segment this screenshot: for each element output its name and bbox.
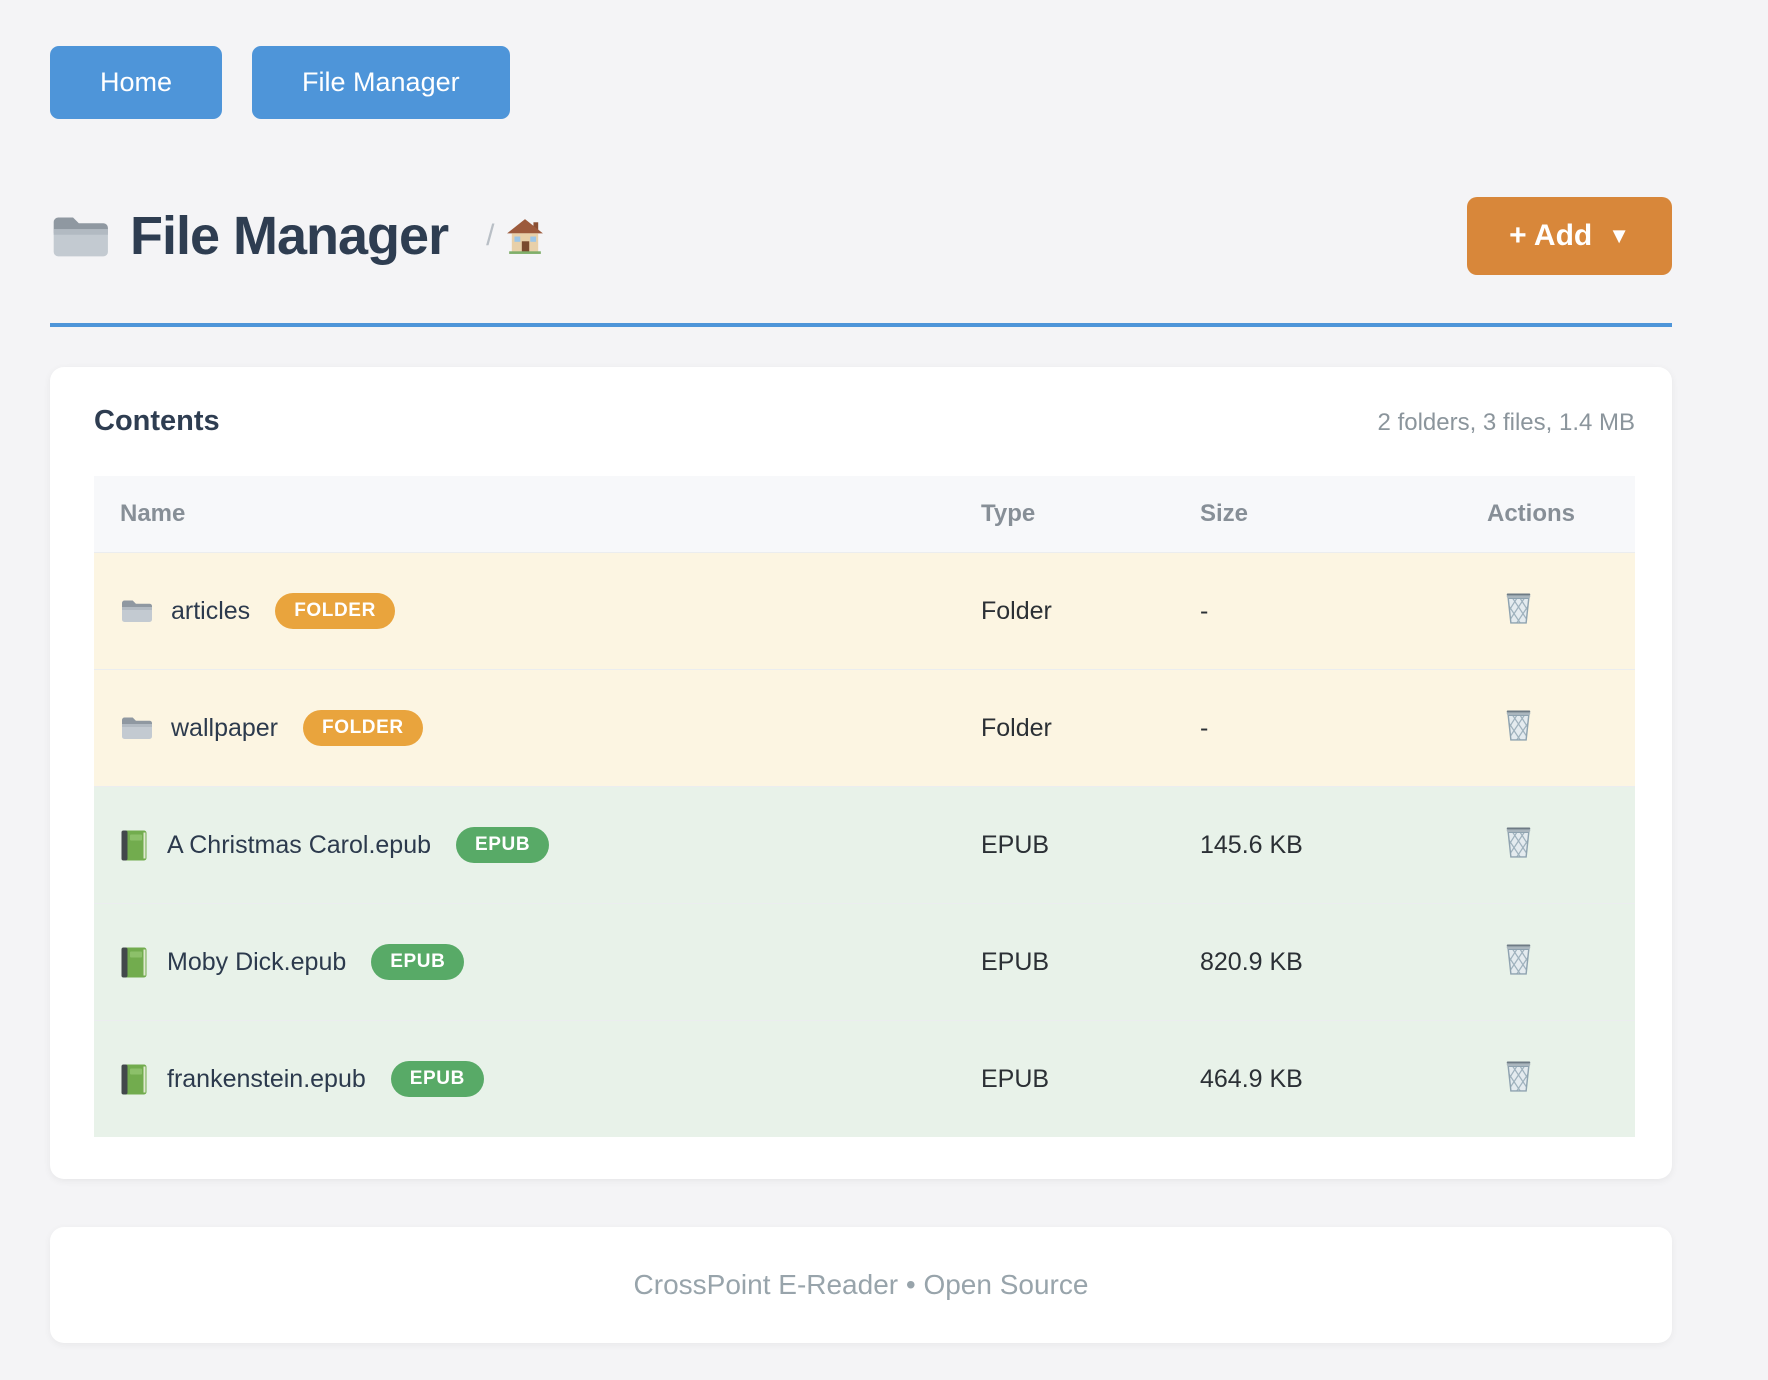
home-icon[interactable]	[506, 218, 544, 254]
type-cell: EPUB	[981, 786, 1200, 904]
type-cell: EPUB	[981, 1020, 1200, 1137]
column-header-actions: Actions	[1487, 476, 1635, 553]
delete-button[interactable]	[1487, 590, 1534, 625]
title-group: File Manager /	[50, 205, 544, 267]
size-cell: -	[1200, 552, 1487, 670]
page-header: File Manager / + Add ▼	[50, 197, 1672, 327]
file-manager-button[interactable]: File Manager	[252, 46, 510, 119]
file-name: articles	[171, 596, 251, 625]
type-cell: Folder	[981, 669, 1200, 787]
table-row[interactable]: A Christmas Carol.epub EPUB EPUB 145.6 K…	[94, 786, 1635, 904]
book-icon	[120, 829, 148, 862]
footer: CrossPoint E-Reader • Open Source	[50, 1227, 1672, 1343]
trash-icon	[1503, 1058, 1534, 1093]
delete-button[interactable]	[1487, 941, 1534, 976]
trash-icon	[1503, 590, 1534, 625]
trash-icon	[1503, 941, 1534, 976]
type-cell: Folder	[981, 552, 1200, 670]
contents-header: Contents 2 folders, 3 files, 1.4 MB	[94, 405, 1635, 438]
file-name: frankenstein.epub	[167, 1064, 366, 1093]
table-header: Name Type Size Actions	[94, 476, 1635, 553]
table-row[interactable]: articles FOLDER Folder -	[94, 552, 1635, 670]
delete-button[interactable]	[1487, 707, 1534, 742]
size-cell: -	[1200, 669, 1487, 787]
book-icon	[120, 946, 148, 979]
size-cell: 145.6 KB	[1200, 786, 1487, 904]
add-button-label: + Add	[1509, 219, 1593, 252]
home-button[interactable]: Home	[50, 46, 223, 119]
folder-icon	[120, 715, 152, 741]
size-cell: 464.9 KB	[1200, 1020, 1487, 1137]
breadcrumb: /	[486, 218, 544, 254]
table-row[interactable]: frankenstein.epub EPUB EPUB 464.9 KB	[94, 1020, 1635, 1137]
column-header-type: Type	[981, 476, 1200, 553]
folder-icon	[120, 598, 152, 624]
top-nav: Home File Manager	[50, 0, 1672, 119]
type-badge: EPUB	[371, 944, 465, 980]
type-badge: FOLDER	[303, 710, 423, 746]
contents-card: Contents 2 folders, 3 files, 1.4 MB Name…	[50, 367, 1672, 1179]
page-title: File Manager	[130, 206, 449, 266]
file-name: Moby Dick.epub	[167, 947, 347, 976]
column-header-name: Name	[94, 476, 981, 553]
type-cell: EPUB	[981, 903, 1200, 1021]
add-button[interactable]: + Add ▼	[1467, 197, 1672, 275]
table-row[interactable]: wallpaper FOLDER Folder -	[94, 669, 1635, 787]
book-icon	[120, 1063, 148, 1096]
delete-button[interactable]	[1487, 1058, 1534, 1093]
footer-text: CrossPoint E-Reader • Open Source	[633, 1269, 1089, 1300]
file-name: A Christmas Carol.epub	[167, 830, 432, 859]
size-cell: 820.9 KB	[1200, 903, 1487, 1021]
type-badge: EPUB	[390, 1061, 484, 1097]
table-body: articles FOLDER Folder -	[94, 552, 1635, 1137]
folder-icon	[50, 213, 108, 260]
delete-button[interactable]	[1487, 824, 1534, 859]
chevron-down-icon: ▼	[1608, 223, 1630, 248]
file-table: Name Type Size Actions articles FOLDER F…	[94, 476, 1635, 1137]
file-name: wallpaper	[171, 713, 279, 742]
type-badge: FOLDER	[275, 593, 395, 629]
breadcrumb-separator: /	[486, 219, 495, 252]
column-header-size: Size	[1200, 476, 1487, 553]
trash-icon	[1503, 824, 1534, 859]
contents-title: Contents	[94, 405, 220, 437]
type-badge: EPUB	[456, 827, 550, 863]
table-row[interactable]: Moby Dick.epub EPUB EPUB 820.9 KB	[94, 903, 1635, 1021]
contents-summary: 2 folders, 3 files, 1.4 MB	[1377, 409, 1635, 436]
trash-icon	[1503, 707, 1534, 742]
page: Home File Manager File Manager /	[50, 0, 1672, 1343]
